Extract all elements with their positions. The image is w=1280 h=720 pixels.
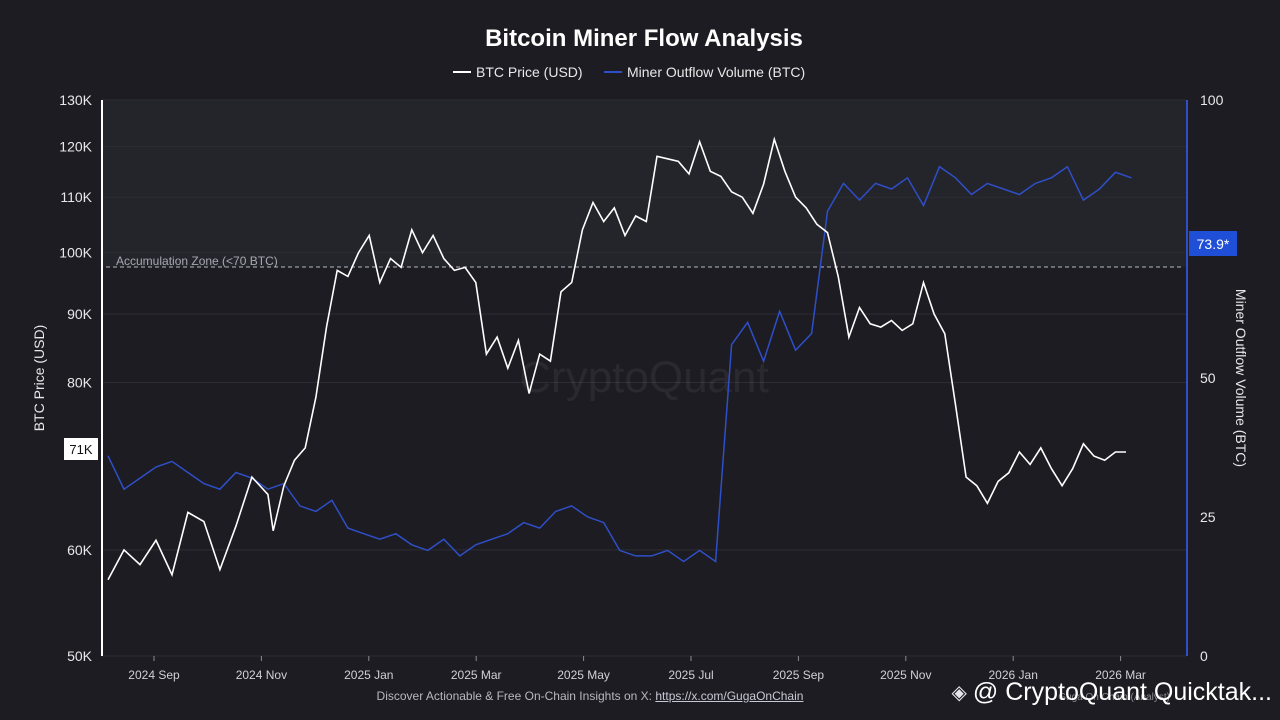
left-tick-label: 130K — [59, 92, 92, 108]
watermark: CryptoQuant — [519, 353, 768, 402]
x-tick-label: 2026 Jan — [989, 668, 1038, 682]
footer-text: Discover Actionable & Free On-Chain Insi… — [376, 689, 656, 703]
footer: Discover Actionable & Free On-Chain Insi… — [0, 689, 1180, 703]
left-axis-ticks: 50K 60K 71K 80K 90K 100K 110K 120K 130K — [59, 92, 92, 664]
right-tick-label: 100 — [1200, 92, 1224, 108]
gridlines — [102, 99, 1186, 657]
current-outflow-label: 73.9* — [1197, 236, 1230, 252]
brand-text: @ CryptoQuant Quicktak... — [972, 678, 1272, 706]
x-tick-label: 2025 Mar — [451, 668, 502, 682]
x-tick-label: 2025 Nov — [880, 668, 931, 682]
x-tick-label: 2024 Sep — [128, 668, 180, 682]
left-tick-label: 110K — [60, 189, 92, 205]
x-tick-label: 2025 Sep — [773, 668, 825, 682]
current-price-badge: 71K — [64, 438, 98, 460]
price-series-line — [107, 136, 1126, 581]
legend: BTC Price (USD) Miner Outflow Volume (BT… — [453, 64, 805, 80]
right-axis-title: Miner Outflow Volume (BTC) — [1233, 289, 1249, 467]
left-tick-label: 60K — [67, 542, 93, 558]
legend-outflow-label: Miner Outflow Volume (BTC) — [627, 64, 805, 80]
x-tick-label: 2025 Jan — [344, 668, 393, 682]
shaded-accumulation-region — [102, 100, 1186, 267]
accumulation-label: Accumulation Zone (<70 BTC) — [116, 254, 278, 268]
left-tick-label: 90K — [67, 306, 93, 322]
right-axis-ticks: 0 25 50 100 — [1200, 92, 1224, 664]
x-tick-label: 2026 Mar — [1095, 668, 1146, 682]
left-tick-label: 100K — [59, 245, 92, 261]
small-watermark: Guga On Chain (Analyst) — [1058, 692, 1170, 703]
current-outflow-badge: 73.9* — [1189, 231, 1237, 256]
x-tick-label: 2025 Jul — [668, 668, 713, 682]
footer-link[interactable]: https://x.com/GugaOnChain — [655, 689, 804, 703]
brand: ◈ @ CryptoQuant Quicktak... — [952, 678, 1273, 707]
right-tick-label: 25 — [1200, 509, 1216, 525]
left-tick-label: 120K — [59, 139, 92, 155]
right-tick-label: 50 — [1200, 370, 1216, 386]
x-tick-label: 2024 Nov — [236, 668, 287, 682]
binance-diamond-icon: ◈ — [951, 682, 967, 704]
chart-title: Bitcoin Miner Flow Analysis — [485, 25, 803, 52]
right-tick-label: 0 — [1200, 648, 1208, 664]
current-price-label: 71K — [69, 442, 92, 457]
x-tick-label: 2025 May — [557, 668, 610, 682]
legend-price-label: BTC Price (USD) — [476, 64, 583, 80]
x-axis-ticks: 2024 Sep 2024 Nov 2025 Jan 2025 Mar 2025 May… — [128, 656, 1146, 682]
left-tick-label: 50K — [67, 648, 93, 664]
outflow-series-line — [107, 165, 1132, 563]
left-tick-label: 80K — [67, 375, 93, 391]
left-axis-title: BTC Price (USD) — [31, 325, 47, 432]
